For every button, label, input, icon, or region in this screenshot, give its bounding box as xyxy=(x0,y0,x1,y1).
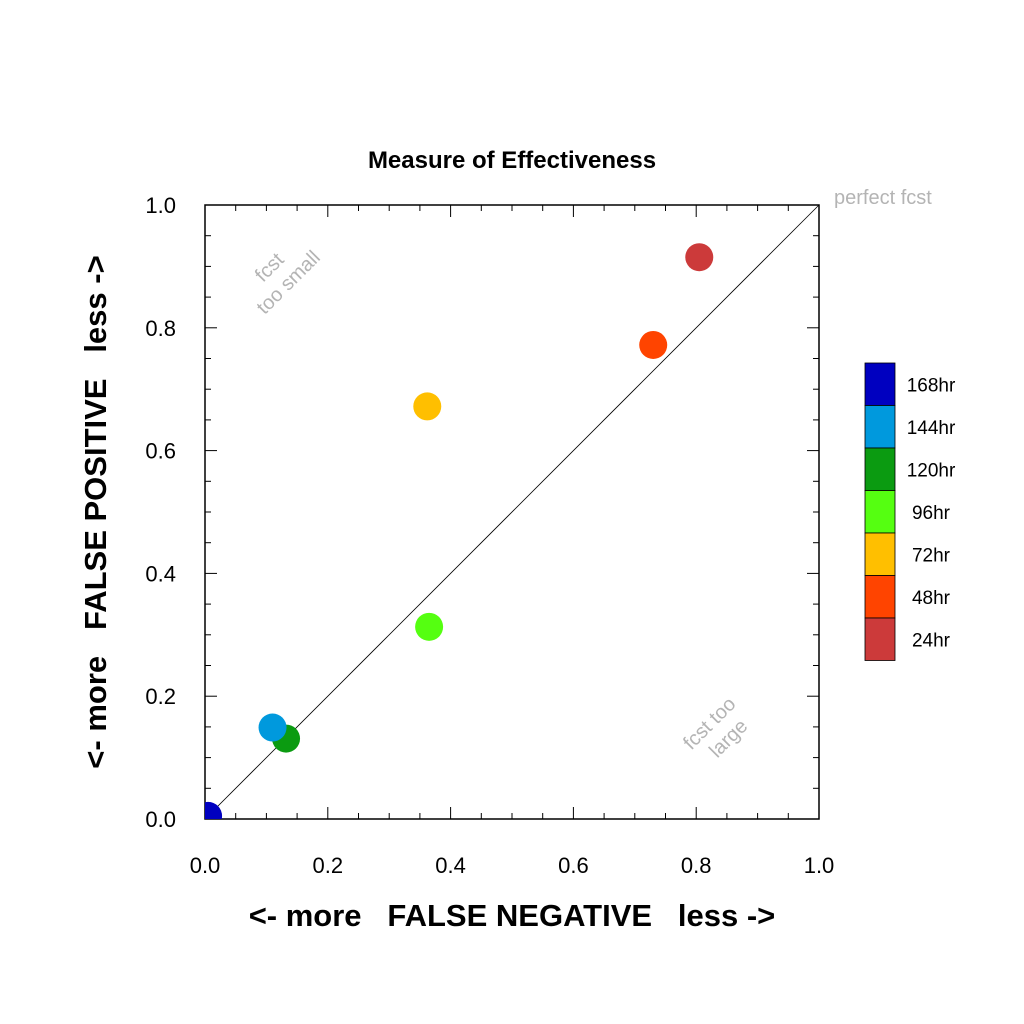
point-48hr xyxy=(639,330,668,359)
legend-label-48hr: 48hr xyxy=(912,588,951,609)
point-24hr xyxy=(685,243,714,272)
annotation-too-large: fcst too large xyxy=(679,689,761,771)
y-tick-label: 0.6 xyxy=(145,439,176,464)
point-168hr xyxy=(205,801,223,819)
point-144hr xyxy=(258,713,287,742)
x-tick-label: 0.4 xyxy=(435,853,466,878)
legend-swatch-72hr xyxy=(864,532,896,576)
x-tick-label: 0.2 xyxy=(313,853,344,878)
legend-swatch-48hr xyxy=(864,575,896,619)
legend-label-120hr: 120hr xyxy=(907,460,956,481)
legend-label-144hr: 144hr xyxy=(907,418,956,439)
y-tick-label: 0.2 xyxy=(145,684,176,709)
legend-swatch-144hr xyxy=(864,405,896,449)
legend-swatch-96hr xyxy=(864,490,896,534)
legend-label-96hr: 96hr xyxy=(912,503,951,524)
perfect-forecast-label: perfect fcst xyxy=(834,187,932,209)
data-points xyxy=(205,243,714,819)
legend-label-24hr: 24hr xyxy=(912,630,951,651)
point-72hr xyxy=(413,392,442,421)
x-tick-label: 0.0 xyxy=(190,853,221,878)
legend-swatch-120hr xyxy=(864,447,896,491)
legend-label-168hr: 168hr xyxy=(907,375,956,396)
x-tick-label: 0.8 xyxy=(681,853,712,878)
y-tick-label: 0.8 xyxy=(145,316,176,341)
perfect-forecast-line xyxy=(204,204,820,820)
y-tick-label: 0.0 xyxy=(145,807,176,832)
x-tick-label: 1.0 xyxy=(804,853,835,878)
y-axis-title: <- more FALSE POSITIVE less -> xyxy=(78,255,113,768)
legend-label-72hr: 72hr xyxy=(912,545,951,566)
x-tick-label: 0.6 xyxy=(558,853,589,878)
annotation-too-small: fcst too small xyxy=(236,230,325,319)
legend-swatch-24hr xyxy=(864,617,896,661)
axis-tick-labels: 0.0 0.2 0.4 0.6 0.8 1.0 0.0 0.2 0.4 0.6 0.8 1.0 xyxy=(145,193,834,878)
x-axis-title: <- more FALSE NEGATIVE less -> xyxy=(249,898,776,933)
y-tick-label: 0.4 xyxy=(145,561,176,586)
legend: 168hr 144hr 120hr 96hr 72hr 48hr 24hr xyxy=(864,362,956,661)
point-96hr xyxy=(415,612,444,641)
chart-title: Measure of Effectiveness xyxy=(368,147,656,174)
y-tick-label: 1.0 xyxy=(145,193,176,218)
legend-swatch-168hr xyxy=(864,362,896,406)
